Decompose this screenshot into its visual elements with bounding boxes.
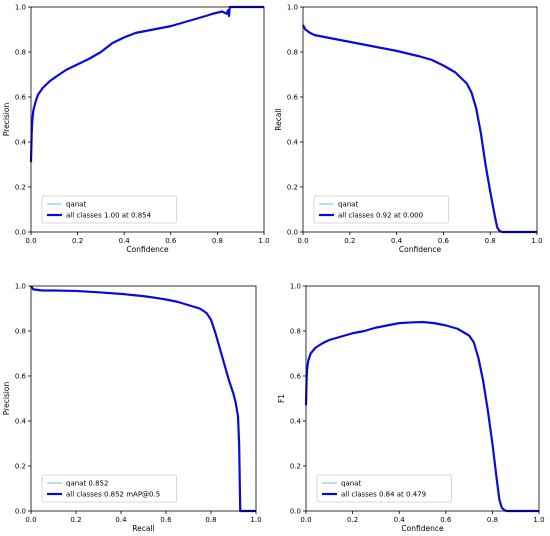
y-tick-label: 0.6	[15, 94, 27, 102]
y-tick-label: 1.0	[15, 283, 26, 291]
y-tick-label: 0.4	[15, 139, 27, 147]
x-tick-label: 0.8	[205, 516, 216, 524]
y-tick-label: 0.0	[287, 229, 298, 237]
y-tick-label: 0.2	[15, 184, 26, 192]
y-axis-label: Recall	[274, 108, 283, 130]
y-tick-label: 0.2	[290, 463, 301, 471]
legend-box	[313, 195, 449, 224]
y-tick-label: 0.4	[15, 418, 27, 426]
x-tick-label: 0.2	[347, 516, 358, 524]
x-tick-label: 0.4	[391, 237, 403, 245]
axes-frame	[30, 6, 265, 233]
legend-entry: qanat	[338, 201, 358, 209]
y-axis-label: Precision	[2, 103, 11, 137]
legend-entry: all classes 0.852 mAP@0.5	[66, 491, 160, 499]
x-tick-label: 0.6	[438, 237, 450, 245]
y-tick-label: 0.2	[287, 184, 298, 192]
y-tick-label: 0.2	[15, 463, 26, 471]
x-tick-label: 0.2	[344, 237, 355, 245]
series-line-2	[30, 285, 256, 513]
y-axis-label: F1	[277, 394, 286, 403]
legend: qanat all classes 0.92 at 0.000	[313, 195, 449, 224]
legend-box	[41, 474, 177, 503]
x-tick-label: 0.8	[487, 516, 498, 524]
legend-entry: all classes 0.84 at 0.479	[341, 491, 426, 499]
x-axis-label: Recall	[132, 524, 154, 533]
y-tick-label: 0.0	[290, 508, 301, 516]
chart-panel-4: 0.0 0.2 0.4 0.6 0.8 1.0 0.0 0.2 0.4 0.6 0.8 1.0 Conf…	[277, 283, 545, 534]
y-tick-label: 1.0	[15, 4, 26, 12]
legend-entry: all classes 1.00 at 0.854	[66, 212, 152, 220]
x-tick-label: 0.6	[165, 237, 177, 245]
axes-frame	[30, 285, 257, 512]
legend-entry: all classes 0.92 at 0.000	[338, 212, 423, 220]
x-tick-label: 0.8	[485, 237, 496, 245]
x-tick-label: 1.0	[250, 516, 261, 524]
legend: qanat all classes 1.00 at 0.854	[41, 195, 177, 224]
x-tick-label: 0.0	[300, 516, 311, 524]
x-tick-label: 1.0	[531, 237, 542, 245]
x-axis-label: Confidence	[401, 524, 444, 533]
y-tick-label: 0.8	[15, 49, 26, 57]
x-tick-label: 0.8	[212, 237, 223, 245]
x-tick-label: 0.0	[297, 237, 308, 245]
y-tick-label: 0.4	[290, 418, 302, 426]
y-tick-label: 0.6	[15, 373, 27, 381]
axes-frame	[302, 6, 538, 233]
x-tick-label: 0.2	[72, 237, 83, 245]
chart-panel-1: 0.0 0.2 0.4 0.6 0.8 1.0 0.0 0.2 0.4 0.6 0.8 1.0 Conf…	[2, 4, 270, 255]
x-axis-label: Confidence	[399, 245, 442, 254]
x-tick-label: 1.0	[258, 237, 269, 245]
legend: qanat all classes 0.84 at 0.479	[316, 474, 452, 503]
y-tick-label: 0.8	[15, 328, 26, 336]
legend-box	[41, 195, 177, 224]
series-line-2	[304, 320, 539, 513]
y-tick-label: 0.8	[287, 49, 298, 57]
legend-entry: qanat	[341, 480, 361, 488]
series-line-2	[29, 5, 264, 163]
x-tick-label: 1.0	[533, 516, 544, 524]
legend-entry: qanat 0.852	[66, 480, 108, 488]
x-tick-label: 0.0	[25, 237, 36, 245]
y-tick-label: 0.0	[15, 508, 26, 516]
x-tick-label: 0.2	[70, 516, 81, 524]
x-tick-label: 0.4	[119, 237, 131, 245]
x-tick-label: 0.4	[394, 516, 406, 524]
y-tick-label: 0.0	[15, 229, 26, 237]
y-axis-label: Precision	[2, 382, 11, 416]
chart-panel-2: 0.0 0.2 0.4 0.6 0.8 1.0 0.0 0.2 0.4 0.6 0.8 1.0 Conf…	[274, 4, 543, 255]
y-tick-label: 0.8	[290, 328, 301, 336]
axes-frame	[305, 285, 540, 512]
x-axis-label: Confidence	[126, 245, 169, 254]
legend-box	[316, 474, 452, 503]
y-tick-label: 1.0	[290, 283, 301, 291]
y-tick-label: 0.6	[290, 373, 302, 381]
x-tick-label: 0.6	[160, 516, 172, 524]
x-tick-label: 0.0	[25, 516, 36, 524]
y-tick-label: 0.4	[287, 139, 299, 147]
y-tick-label: 1.0	[287, 4, 298, 12]
legend-entry: qanat	[66, 201, 86, 209]
y-tick-label: 0.6	[287, 94, 299, 102]
x-tick-label: 0.4	[115, 516, 127, 524]
legend: qanat 0.852 all classes 0.852 mAP@0.5	[41, 474, 177, 503]
chart-panel-3: 0.0 0.2 0.4 0.6 0.8 1.0 0.0 0.2 0.4 0.6 0.8 1.0 Reca…	[2, 283, 262, 534]
x-tick-label: 0.6	[440, 516, 452, 524]
